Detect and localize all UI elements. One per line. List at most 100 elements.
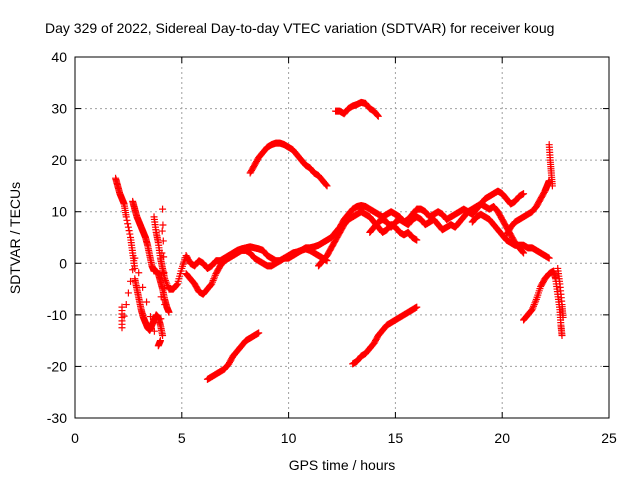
data-point-marker [159,331,167,339]
data-point-marker [211,271,219,279]
plot-frame [74,56,610,419]
data-point-marker [520,249,528,257]
data-point-marker [528,306,536,314]
x-tick-label: 10 [281,430,297,446]
series-arc-upper-1 [246,139,331,190]
y-tick-label: 0 [59,255,67,271]
data-point-marker [156,337,164,345]
data-point-marker [172,282,180,290]
data-point-marker [210,275,218,283]
y-tick-label: 10 [51,204,67,220]
data-point-marker [255,329,263,337]
series-arc-late-3 [554,264,567,321]
y-tick-label: 40 [51,49,67,65]
series-arc-mid-5 [502,177,553,239]
series-arc-mid-1 [182,245,331,298]
data-point-marker [162,278,170,286]
series-arc-early-3 [131,275,167,339]
y-tick-label: -30 [47,410,67,426]
data-point-marker [124,289,132,297]
data-point-marker [126,230,134,238]
data-point-marker [322,181,330,189]
y-tick-label: 30 [51,101,67,117]
x-tick-label: 5 [178,430,186,446]
data-point-marker [120,312,128,320]
data-point-marker [157,315,165,323]
y-tick-labels: -30 -20 -10 0 10 20 30 40 [47,49,67,426]
data-point-marker [163,280,171,288]
series-arc-late-2 [545,141,556,190]
data-point-marker [118,324,126,332]
data-point-marker [208,280,216,288]
data-point-marker [129,266,137,274]
data-point-marker [160,269,168,277]
data-point-marker [413,236,421,244]
data-point-marker [518,247,526,255]
x-axis-label: GPS time / hours [289,457,396,473]
data-point-marker [173,281,181,289]
data-point-marker [122,301,130,309]
data-point-marker [323,182,331,190]
data-point-marker [159,205,167,213]
data-points [112,98,567,383]
x-tick-labels: 0 5 10 15 20 25 [71,430,617,446]
series-arc-upper-2 [332,98,382,120]
data-point-marker [157,293,165,301]
data-point-marker [122,213,130,221]
data-point-marker [208,278,216,286]
data-point-marker [373,111,381,119]
data-point-marker [160,253,168,261]
data-point-marker [531,299,539,307]
axis-ticks [74,56,610,419]
data-point-marker [413,303,421,311]
data-point-marker [131,254,139,262]
data-point-marker [135,269,143,277]
y-tick-label: 20 [51,152,67,168]
data-point-marker [124,220,132,228]
data-point-marker [558,331,566,339]
data-point-marker [158,227,166,235]
y-tick-label: -20 [47,358,67,374]
data-point-marker [124,223,132,231]
data-point-marker [322,180,330,188]
x-tick-label: 0 [71,430,79,446]
x-tick-label: 20 [494,430,510,446]
data-point-marker [209,276,217,284]
grid-lines [75,57,609,418]
data-point-marker [165,308,173,316]
series-arc-early-2 [129,197,173,316]
data-point-marker [139,283,147,291]
data-point-marker [532,297,540,305]
data-point-marker [125,227,133,235]
data-point-marker [520,190,528,198]
data-point-marker [545,254,553,262]
data-point-marker [211,273,219,281]
series-arc-mid-4 [468,210,553,262]
data-point-marker [374,111,382,119]
data-point-marker [143,298,151,306]
series-arc-late-1 [520,267,566,339]
data-point-marker [160,285,168,293]
data-point-marker [530,301,538,309]
data-point-marker [150,327,158,335]
series-arc-early-1 [112,174,139,272]
data-point-marker [161,276,169,284]
data-point-marker [548,182,556,190]
data-point-marker [161,275,169,283]
x-tick-label: 25 [601,430,617,446]
x-tick-label: 15 [388,430,404,446]
y-axis-label: SDTVAR / TECUs [7,182,23,294]
data-point-marker [374,112,382,120]
data-point-marker [159,221,167,229]
data-point-marker [159,237,167,245]
data-point-marker [146,313,154,321]
series-isolated [118,205,169,350]
data-point-marker [519,248,527,256]
series-arc-lower-1 [203,329,263,383]
data-point-marker [127,277,135,285]
data-point-marker [123,216,131,224]
data-point-marker [161,301,169,309]
data-point-marker [559,313,567,321]
